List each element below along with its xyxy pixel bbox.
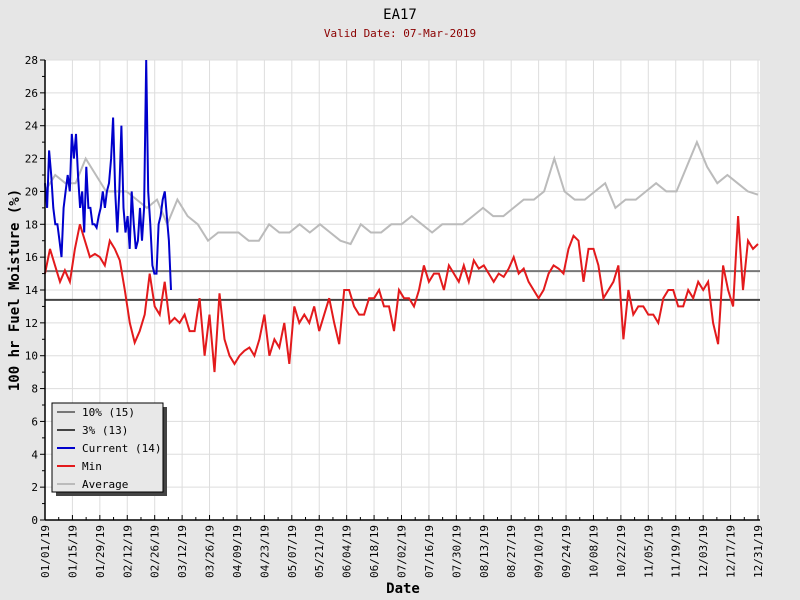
y-axis-label: 100 hr Fuel Moisture (%): [7, 189, 23, 391]
y-tick-label: 16: [25, 251, 38, 264]
x-tick-label: 01/29/19: [94, 525, 107, 578]
x-tick-label: 01/01/19: [39, 525, 52, 578]
x-tick-label: 07/30/19: [450, 525, 463, 578]
x-tick-label: 04/09/19: [231, 525, 244, 578]
x-tick-label: 09/24/19: [560, 525, 573, 578]
series-line-average: [44, 139, 759, 246]
y-tick-label: 28: [25, 54, 38, 67]
legend-label: 3% (13): [82, 424, 128, 437]
x-tick-label: 07/16/19: [423, 525, 436, 578]
x-tick-label: 05/21/19: [313, 525, 326, 578]
y-tick-label: 8: [31, 383, 38, 396]
legend-label: Current (14): [82, 442, 161, 455]
y-tick-label: 6: [31, 415, 38, 428]
x-tick-label: 11/19/19: [670, 525, 683, 578]
x-tick-label: 01/15/19: [66, 525, 79, 578]
x-tick-label: 12/03/19: [697, 525, 710, 578]
y-tick-label: 18: [25, 218, 38, 231]
series-line-current: [44, 59, 172, 291]
x-tick-label: 06/18/19: [368, 525, 381, 578]
x-tick-label: 11/05/19: [642, 525, 655, 578]
y-tick-label: 14: [25, 284, 39, 297]
legend-label: 10% (15): [82, 406, 135, 419]
legend-label: Min: [82, 460, 102, 473]
series-group: [44, 59, 760, 373]
chart-title: EA17: [383, 7, 417, 23]
x-tick-label: 10/08/19: [587, 525, 600, 578]
x-tick-label: 03/12/19: [176, 525, 189, 578]
y-tick-label: 24: [25, 120, 39, 133]
legend-label: Average: [82, 478, 128, 491]
y-tick-label: 12: [25, 317, 38, 330]
y-tick-label: 20: [25, 185, 38, 198]
y-tick-label: 10: [25, 350, 38, 363]
x-tick-label: 02/26/19: [149, 525, 162, 578]
x-tick-label: 08/13/19: [478, 525, 491, 578]
x-tick-label: 08/27/19: [505, 525, 518, 578]
x-tick-label: 06/04/19: [341, 525, 354, 578]
y-tick-label: 2: [31, 481, 38, 494]
chart-subtitle: Valid Date: 07-Mar-2019: [324, 27, 476, 40]
x-tick-label: 05/07/19: [286, 525, 299, 578]
y-tick-label: 26: [25, 87, 38, 100]
x-tick-label: 07/02/19: [396, 525, 409, 578]
x-tick-label: 10/22/19: [615, 525, 628, 578]
x-tick-label: 03/26/19: [204, 525, 217, 578]
x-axis-label: Date: [386, 581, 420, 597]
legend-box: [51, 402, 164, 493]
series-line-min: [44, 216, 759, 373]
x-tick-label: 09/10/19: [533, 525, 546, 578]
y-tick-label: 22: [25, 153, 38, 166]
y-tick-label: 0: [31, 514, 38, 527]
y-tick-label: 4: [31, 448, 38, 461]
x-tick-label: 02/12/19: [121, 525, 134, 578]
x-tick-label: 04/23/19: [258, 525, 271, 578]
x-tick-label: 12/17/19: [725, 525, 738, 578]
legend: 10% (15) 3% (13) Current (14) Min Average: [51, 402, 167, 496]
x-tick-label: 12/31/19: [752, 525, 765, 578]
